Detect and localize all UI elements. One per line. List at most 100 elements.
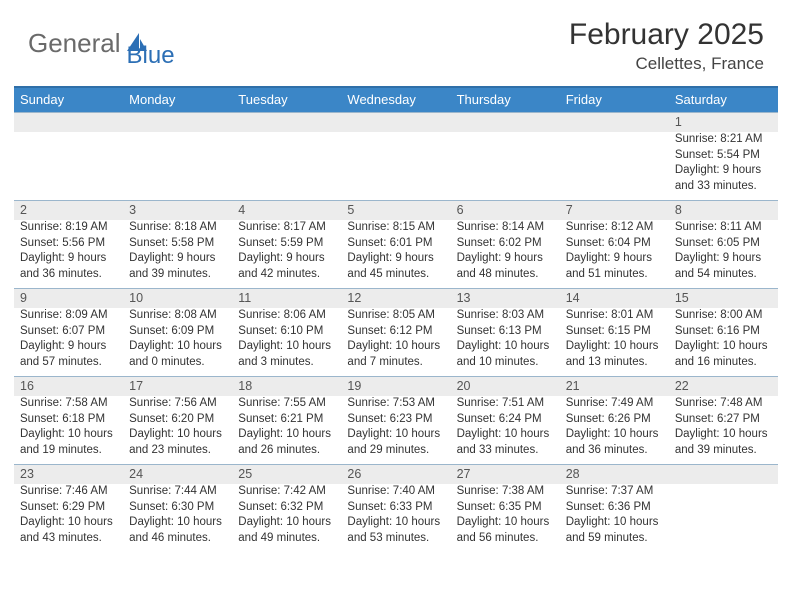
day-number: 9 <box>14 289 123 308</box>
day-cell: Sunrise: 8:12 AMSunset: 6:04 PMDaylight:… <box>560 220 669 288</box>
sunset-text: Sunset: 6:29 PM <box>20 500 117 516</box>
sunset-text: Sunset: 6:30 PM <box>129 500 226 516</box>
day-number: 11 <box>232 289 341 308</box>
sunset-text: Sunset: 6:16 PM <box>675 324 772 340</box>
daylight-text: Daylight: 10 hours and 39 minutes. <box>675 427 772 458</box>
day-number: 25 <box>232 465 341 484</box>
day-number: 12 <box>341 289 450 308</box>
week-row: Sunrise: 8:19 AMSunset: 5:56 PMDaylight:… <box>14 220 778 288</box>
daylight-text: Daylight: 10 hours and 46 minutes. <box>129 515 226 546</box>
daylight-text: Daylight: 10 hours and 13 minutes. <box>566 339 663 370</box>
day-cell: Sunrise: 7:42 AMSunset: 6:32 PMDaylight:… <box>232 484 341 552</box>
daylight-text: Daylight: 10 hours and 36 minutes. <box>566 427 663 458</box>
calendar: SundayMondayTuesdayWednesdayThursdayFrid… <box>0 86 792 552</box>
day-number-row: 2345678 <box>14 200 778 220</box>
day-cell: Sunrise: 7:44 AMSunset: 6:30 PMDaylight:… <box>123 484 232 552</box>
day-cell: Sunrise: 8:18 AMSunset: 5:58 PMDaylight:… <box>123 220 232 288</box>
day-number: 23 <box>14 465 123 484</box>
day-number: 19 <box>341 377 450 396</box>
sunrise-text: Sunrise: 7:42 AM <box>238 484 335 500</box>
sunset-text: Sunset: 6:21 PM <box>238 412 335 428</box>
day-cell <box>232 132 341 200</box>
day-cell <box>14 132 123 200</box>
day-number-row: 16171819202122 <box>14 376 778 396</box>
sunrise-text: Sunrise: 8:19 AM <box>20 220 117 236</box>
daylight-text: Daylight: 10 hours and 59 minutes. <box>566 515 663 546</box>
day-cell <box>123 132 232 200</box>
day-cell <box>341 132 450 200</box>
day-cell: Sunrise: 8:19 AMSunset: 5:56 PMDaylight:… <box>14 220 123 288</box>
sunrise-text: Sunrise: 8:11 AM <box>675 220 772 236</box>
daylight-text: Daylight: 10 hours and 10 minutes. <box>457 339 554 370</box>
daylight-text: Daylight: 9 hours and 39 minutes. <box>129 251 226 282</box>
sunset-text: Sunset: 6:02 PM <box>457 236 554 252</box>
day-cell: Sunrise: 7:58 AMSunset: 6:18 PMDaylight:… <box>14 396 123 464</box>
logo: General Blue <box>28 18 175 68</box>
day-cell: Sunrise: 7:48 AMSunset: 6:27 PMDaylight:… <box>669 396 778 464</box>
sunrise-text: Sunrise: 8:14 AM <box>457 220 554 236</box>
day-number: 21 <box>560 377 669 396</box>
sunrise-text: Sunrise: 8:09 AM <box>20 308 117 324</box>
daylight-text: Daylight: 10 hours and 29 minutes. <box>347 427 444 458</box>
sunrise-text: Sunrise: 8:01 AM <box>566 308 663 324</box>
weekday-header: Tuesday <box>232 88 341 112</box>
sunrise-text: Sunrise: 7:38 AM <box>457 484 554 500</box>
sunset-text: Sunset: 6:15 PM <box>566 324 663 340</box>
day-number: 17 <box>123 377 232 396</box>
day-cell: Sunrise: 7:40 AMSunset: 6:33 PMDaylight:… <box>341 484 450 552</box>
day-number: 14 <box>560 289 669 308</box>
day-number: 2 <box>14 201 123 220</box>
sunrise-text: Sunrise: 7:56 AM <box>129 396 226 412</box>
sunset-text: Sunset: 6:27 PM <box>675 412 772 428</box>
weekday-header: Friday <box>560 88 669 112</box>
daylight-text: Daylight: 10 hours and 7 minutes. <box>347 339 444 370</box>
day-number: 28 <box>560 465 669 484</box>
sunrise-text: Sunrise: 8:00 AM <box>675 308 772 324</box>
day-number: 6 <box>451 201 560 220</box>
sunset-text: Sunset: 6:33 PM <box>347 500 444 516</box>
header: General Blue February 2025 Cellettes, Fr… <box>0 0 792 82</box>
logo-text-1: General <box>28 30 121 56</box>
sunset-text: Sunset: 6:04 PM <box>566 236 663 252</box>
day-number-row: 232425262728. <box>14 464 778 484</box>
daylight-text: Daylight: 9 hours and 51 minutes. <box>566 251 663 282</box>
sunrise-text: Sunrise: 8:03 AM <box>457 308 554 324</box>
daylight-text: Daylight: 10 hours and 19 minutes. <box>20 427 117 458</box>
day-number: 22 <box>669 377 778 396</box>
day-number: . <box>669 465 778 484</box>
sunset-text: Sunset: 6:35 PM <box>457 500 554 516</box>
day-cell: Sunrise: 7:51 AMSunset: 6:24 PMDaylight:… <box>451 396 560 464</box>
day-number: . <box>14 113 123 132</box>
day-cell: Sunrise: 7:37 AMSunset: 6:36 PMDaylight:… <box>560 484 669 552</box>
sunrise-text: Sunrise: 8:17 AM <box>238 220 335 236</box>
sunset-text: Sunset: 6:32 PM <box>238 500 335 516</box>
daylight-text: Daylight: 10 hours and 53 minutes. <box>347 515 444 546</box>
page-title: February 2025 <box>569 18 764 52</box>
daylight-text: Daylight: 9 hours and 36 minutes. <box>20 251 117 282</box>
week-row: Sunrise: 8:21 AMSunset: 5:54 PMDaylight:… <box>14 132 778 200</box>
weekday-header: Wednesday <box>341 88 450 112</box>
day-cell: Sunrise: 8:08 AMSunset: 6:09 PMDaylight:… <box>123 308 232 376</box>
day-cell <box>560 132 669 200</box>
sunset-text: Sunset: 6:09 PM <box>129 324 226 340</box>
sunset-text: Sunset: 6:12 PM <box>347 324 444 340</box>
day-cell: Sunrise: 7:53 AMSunset: 6:23 PMDaylight:… <box>341 396 450 464</box>
sunrise-text: Sunrise: 7:48 AM <box>675 396 772 412</box>
sunrise-text: Sunrise: 7:44 AM <box>129 484 226 500</box>
day-cell: Sunrise: 7:56 AMSunset: 6:20 PMDaylight:… <box>123 396 232 464</box>
sunrise-text: Sunrise: 8:05 AM <box>347 308 444 324</box>
sunset-text: Sunset: 5:54 PM <box>675 148 772 164</box>
sunrise-text: Sunrise: 8:18 AM <box>129 220 226 236</box>
sunrise-text: Sunrise: 8:12 AM <box>566 220 663 236</box>
sunset-text: Sunset: 5:58 PM <box>129 236 226 252</box>
daylight-text: Daylight: 9 hours and 42 minutes. <box>238 251 335 282</box>
daylight-text: Daylight: 10 hours and 26 minutes. <box>238 427 335 458</box>
day-number: 4 <box>232 201 341 220</box>
daylight-text: Daylight: 10 hours and 43 minutes. <box>20 515 117 546</box>
day-number: 10 <box>123 289 232 308</box>
sunrise-text: Sunrise: 7:49 AM <box>566 396 663 412</box>
day-cell: Sunrise: 8:14 AMSunset: 6:02 PMDaylight:… <box>451 220 560 288</box>
day-cell: Sunrise: 8:05 AMSunset: 6:12 PMDaylight:… <box>341 308 450 376</box>
sunrise-text: Sunrise: 7:55 AM <box>238 396 335 412</box>
weekday-header: Monday <box>123 88 232 112</box>
